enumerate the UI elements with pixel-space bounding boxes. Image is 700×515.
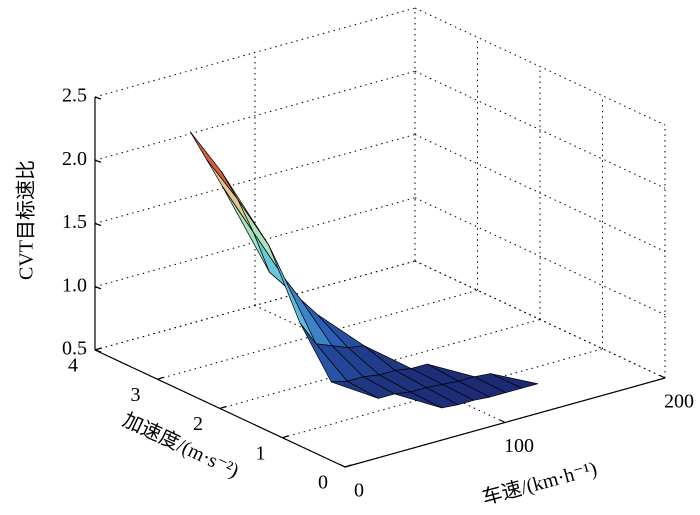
- surface-face: [205, 158, 254, 233]
- surface-face: [268, 244, 317, 345]
- y-tick-label: 2: [193, 413, 203, 435]
- x-tick-label: 200: [664, 391, 694, 413]
- z-tick-label: 2.0: [62, 148, 87, 170]
- surface-face: [189, 131, 238, 200]
- tick-mark: [219, 405, 227, 410]
- tick-mark: [94, 222, 102, 227]
- surface: [189, 131, 539, 409]
- y-tick-label: 1: [256, 442, 266, 464]
- surface-face: [330, 380, 379, 399]
- z-tick-label: 1.0: [62, 274, 87, 296]
- tick-mark: [339, 463, 346, 468]
- x-tick-label: 100: [504, 435, 534, 457]
- z-axis-label: CVT目标速比: [15, 160, 38, 280]
- tick-mark: [94, 159, 102, 163]
- tick-mark: [94, 96, 102, 100]
- tick-mark: [94, 347, 102, 351]
- tick-mark: [94, 349, 102, 353]
- surface-face: [394, 391, 443, 409]
- z-tick-label: 2.5: [62, 85, 87, 107]
- x-axis-label: 车速/(km·h⁻¹): [480, 457, 600, 510]
- axes: 0 100 200 0 1 2 3 40.5 1.0 1.5 2.0 2.5: [62, 85, 694, 502]
- grid-line: [414, 134, 666, 252]
- y-axis-label: 加速度/(m·s⁻²): [119, 408, 242, 482]
- y-tick-label: 3: [131, 384, 141, 406]
- z-tick-label: 0.5: [62, 338, 87, 360]
- y-tick-label: 0: [318, 472, 328, 494]
- tick-mark: [344, 464, 352, 468]
- grid-line: [94, 260, 416, 351]
- tick-mark: [157, 376, 164, 380]
- tick-mark: [282, 435, 289, 439]
- grid-line: [414, 70, 666, 189]
- surface-face: [221, 171, 270, 246]
- grid-line: [94, 70, 416, 161]
- grid-line: [94, 134, 416, 224]
- tick-mark: [499, 419, 506, 424]
- z-tick-label: 1.5: [62, 211, 87, 233]
- grid-line: [414, 260, 666, 379]
- surface-face: [221, 185, 270, 273]
- y-tick-label: 4: [68, 355, 78, 377]
- x-tick-label: 0: [354, 480, 364, 502]
- grid-line: [414, 197, 666, 316]
- tick-mark: [94, 286, 102, 290]
- grid-line: [414, 7, 666, 126]
- grid-line: [94, 7, 416, 98]
- tick-mark: [659, 374, 666, 379]
